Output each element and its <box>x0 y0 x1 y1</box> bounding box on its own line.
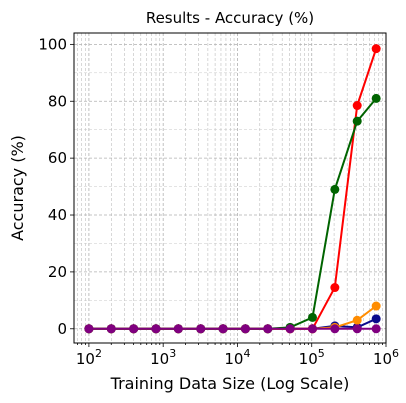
data-point <box>352 315 362 325</box>
y-tick-label: 60 <box>48 149 67 167</box>
data-point <box>84 324 94 334</box>
data-point <box>307 312 317 322</box>
data-point <box>371 324 381 334</box>
series-4 <box>84 324 381 334</box>
data-point <box>129 324 139 334</box>
y-tick-label: 100 <box>38 35 67 53</box>
x-tick-label: 105 <box>299 347 325 368</box>
series-lines <box>84 44 381 334</box>
data-point <box>352 116 362 126</box>
chart-title: Results - Accuracy (%) <box>146 9 314 27</box>
data-point <box>330 184 340 194</box>
y-tick-label: 40 <box>48 206 67 224</box>
y-axis-label: Accuracy (%) <box>8 135 27 241</box>
y-tick-label: 20 <box>48 263 67 281</box>
x-tick-label: 103 <box>150 347 176 368</box>
data-point <box>307 324 317 334</box>
x-tick-label: 106 <box>373 347 399 368</box>
data-point <box>371 301 381 311</box>
data-point <box>330 283 340 293</box>
data-point <box>106 324 116 334</box>
data-point <box>330 324 340 334</box>
data-point <box>218 324 228 334</box>
data-point <box>285 324 295 334</box>
x-tick-label: 104 <box>224 347 250 368</box>
plot-frame <box>73 32 387 344</box>
y-tick-label: 80 <box>48 92 67 110</box>
data-point <box>371 44 381 54</box>
ticks: 0 20 40 60 80 100 102 103 104 105 106 <box>38 35 399 368</box>
data-point <box>196 324 206 334</box>
data-point <box>371 314 381 324</box>
x-tick-label: 102 <box>76 347 102 368</box>
data-point <box>173 324 183 334</box>
data-point <box>240 324 250 334</box>
data-point <box>263 324 273 334</box>
x-axis-label: Training Data Size (Log Scale) <box>110 374 350 393</box>
data-point <box>371 93 381 103</box>
data-point <box>352 324 362 334</box>
data-point <box>352 101 362 111</box>
grid <box>74 33 387 343</box>
y-tick-label: 0 <box>57 320 67 338</box>
data-point <box>151 324 161 334</box>
series-line <box>88 97 377 330</box>
